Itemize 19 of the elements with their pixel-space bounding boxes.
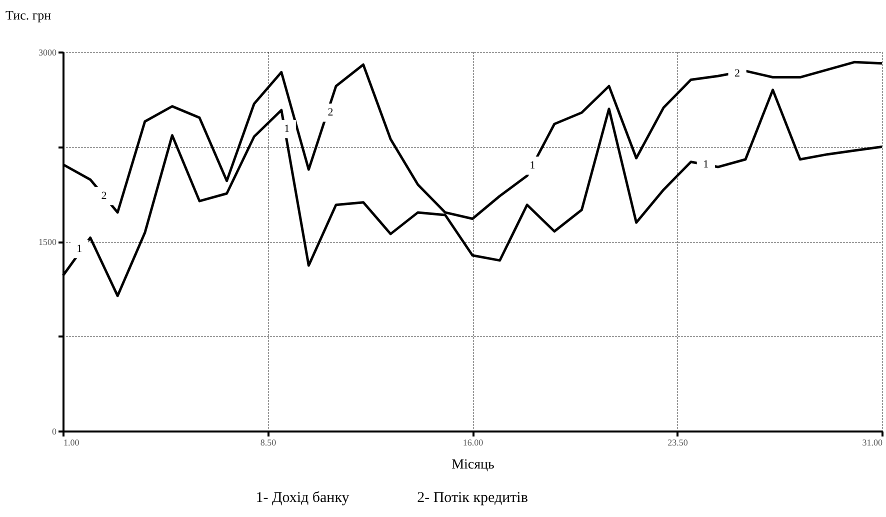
y-axis-title: Тис. грн bbox=[6, 8, 52, 22]
annotation: 2 bbox=[734, 67, 740, 80]
x-tick-label: 23.50 bbox=[668, 438, 688, 448]
text: 2- Потік кредитів bbox=[417, 490, 528, 506]
annotation: 2 bbox=[101, 190, 107, 202]
x-tick-label: 8.50 bbox=[260, 438, 277, 448]
annotation: 1 bbox=[530, 160, 536, 172]
text: 1- Дохід банку bbox=[256, 490, 350, 506]
annotation: 1 bbox=[76, 243, 82, 256]
x-tick-label: 16.00 bbox=[462, 438, 484, 448]
x-tick-label: 31.00 bbox=[862, 438, 883, 448]
annotation: 1 bbox=[703, 158, 709, 170]
annotation: 2 bbox=[328, 106, 334, 119]
y-tick-label: 1500 bbox=[38, 237, 57, 247]
x-axis-title: Місяць bbox=[452, 458, 494, 472]
y-tick-label: 0 bbox=[52, 426, 57, 436]
annotation: 1 bbox=[284, 123, 290, 136]
y-tick-label: 3000 bbox=[38, 48, 57, 58]
x-tick-label: 1.00 bbox=[64, 438, 80, 448]
